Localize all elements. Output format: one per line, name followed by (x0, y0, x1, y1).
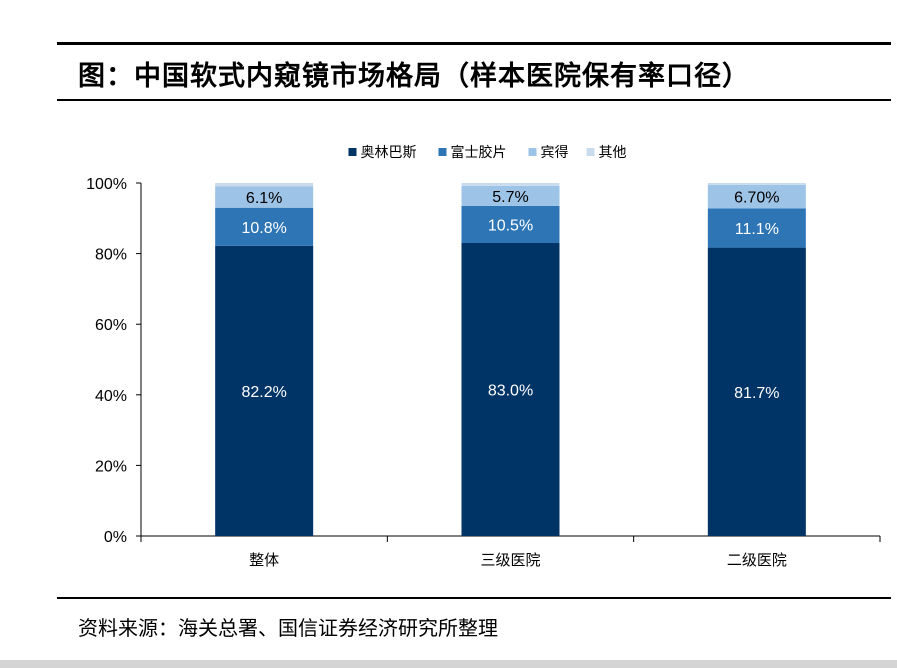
bar-segment (707, 184, 806, 209)
legend-label: 宾得 (541, 144, 569, 161)
bar-segment (707, 247, 806, 536)
data-label: 6.70% (734, 190, 779, 207)
legend-swatch (348, 148, 357, 156)
top-rule (57, 42, 891, 45)
y-tick-label: 80% (95, 247, 127, 264)
category-label: 三级医院 (480, 551, 540, 569)
legend-swatch (438, 148, 447, 156)
data-label: 81.7% (734, 385, 779, 402)
bar-segment (707, 208, 806, 248)
bar-segment (461, 243, 560, 536)
bar-segment (215, 186, 314, 208)
category-label: 二级医院 (727, 551, 787, 569)
legend-label: 奥林巴斯 (361, 144, 417, 161)
legend-swatch (528, 148, 537, 156)
bar-segment (461, 205, 560, 244)
y-tick-label: 60% (95, 317, 127, 334)
legend-swatch (586, 148, 595, 156)
bar-segment (215, 183, 314, 187)
bar-segment (215, 207, 314, 246)
bottom-bar (0, 660, 897, 668)
data-label: 82.2% (241, 384, 286, 401)
legend-label: 其他 (599, 145, 627, 161)
data-label: 83.0% (488, 383, 533, 400)
title-underline (57, 99, 891, 101)
source-rule (57, 597, 891, 599)
source-note: 资料来源：海关总署、国信证券经济研究所整理 (78, 616, 498, 640)
category-label: 整体 (249, 551, 279, 569)
chart-title: 图：中国软式内窥镜市场格局（样本医院保有率口径） (78, 61, 750, 92)
bar-segment (215, 245, 314, 537)
y-tick-label: 0% (104, 529, 127, 546)
bar-segment (707, 183, 806, 185)
y-tick-label: 100% (86, 176, 127, 193)
data-label: 11.1% (735, 221, 779, 238)
data-label: 5.7% (492, 189, 528, 206)
data-label: 6.1% (246, 190, 282, 207)
data-label: 10.8% (241, 220, 286, 237)
legend-label: 富士胶片 (451, 144, 507, 161)
y-tick-label: 20% (95, 458, 127, 475)
bar-segment (461, 183, 560, 186)
data-label: 10.5% (488, 217, 533, 234)
bar-segment (461, 185, 560, 206)
y-tick-label: 40% (95, 388, 127, 405)
